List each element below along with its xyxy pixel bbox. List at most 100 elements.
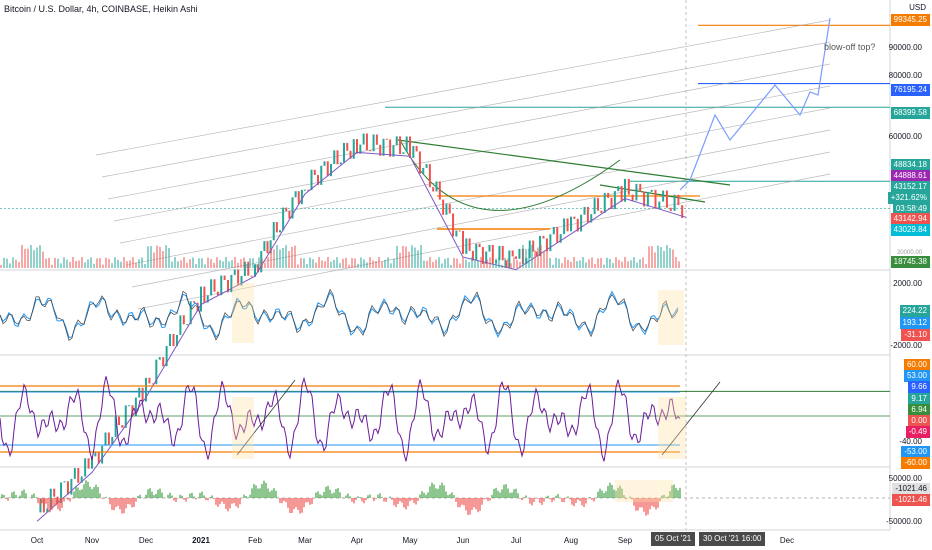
volume-bar bbox=[99, 257, 101, 268]
volume-bar bbox=[81, 257, 83, 268]
price-candle bbox=[343, 142, 345, 163]
volume-bar bbox=[582, 257, 584, 268]
volume-bar bbox=[18, 262, 20, 268]
price-candle bbox=[275, 222, 278, 233]
price-candle bbox=[422, 167, 425, 174]
osc2-badge: -0.49 bbox=[905, 426, 930, 438]
volume-bar bbox=[669, 248, 671, 268]
price-candle bbox=[243, 261, 246, 276]
volume-bar bbox=[519, 261, 521, 268]
volume-bar bbox=[516, 259, 518, 268]
volume-bar bbox=[144, 263, 146, 268]
price-candle bbox=[392, 145, 395, 157]
price-candle bbox=[87, 458, 90, 469]
volume-bar bbox=[48, 257, 50, 268]
volume-bar bbox=[195, 264, 197, 268]
price-candle bbox=[291, 197, 294, 219]
volume-bar bbox=[387, 257, 389, 268]
price-candle bbox=[508, 250, 511, 268]
price-candle bbox=[375, 134, 378, 145]
volume-bar bbox=[567, 259, 569, 268]
price-candle bbox=[673, 194, 676, 211]
price-candle bbox=[141, 387, 144, 402]
price-candle bbox=[94, 452, 97, 457]
volume-bar bbox=[297, 264, 299, 268]
highlight-box bbox=[658, 290, 684, 345]
channel-line bbox=[125, 129, 831, 266]
price-candle bbox=[138, 387, 141, 398]
price-candle bbox=[80, 476, 83, 483]
volume-bar bbox=[33, 250, 35, 268]
volume-bar bbox=[648, 246, 650, 268]
volume-bar bbox=[465, 259, 467, 268]
volume-bar bbox=[120, 261, 122, 268]
volume-bar bbox=[249, 258, 251, 268]
price-candle bbox=[326, 161, 329, 177]
price-candle bbox=[39, 498, 42, 513]
volume-bar bbox=[12, 257, 14, 268]
highlight-box bbox=[232, 283, 254, 343]
price-axis-label: 60000.00 bbox=[888, 132, 922, 141]
price-candle bbox=[491, 244, 494, 264]
volume-bar bbox=[93, 263, 95, 268]
price-candle bbox=[272, 222, 275, 241]
channel-line bbox=[101, 41, 831, 178]
price-candle bbox=[320, 165, 323, 185]
price-candle bbox=[155, 359, 158, 385]
volume-bar bbox=[432, 262, 434, 268]
volume-bar bbox=[111, 263, 113, 268]
volume-bar bbox=[324, 261, 326, 268]
price-candle bbox=[646, 191, 649, 207]
volume-bar bbox=[495, 258, 497, 268]
volume-bar bbox=[267, 257, 269, 268]
channel-line bbox=[119, 107, 831, 244]
price-badge: 43142.94 bbox=[890, 213, 930, 225]
price-candle bbox=[233, 269, 236, 275]
volume-bar bbox=[222, 261, 224, 268]
price-candle bbox=[600, 210, 603, 213]
volume-bar bbox=[36, 247, 38, 268]
volume-bar bbox=[507, 258, 509, 268]
volume-bar bbox=[483, 262, 485, 268]
price-candle bbox=[121, 425, 124, 428]
channel-line bbox=[137, 173, 831, 310]
price-candle bbox=[593, 198, 596, 215]
volume-bar bbox=[462, 257, 464, 268]
osc2-badge: 9.17 bbox=[908, 393, 930, 405]
price-candle bbox=[317, 175, 319, 185]
volume-bar bbox=[606, 257, 608, 268]
price-candle bbox=[681, 205, 684, 219]
volume-bar bbox=[393, 258, 395, 268]
volume-bar bbox=[204, 264, 206, 268]
price-candle bbox=[182, 315, 185, 325]
volume-bar bbox=[180, 260, 182, 268]
volume-bar bbox=[603, 264, 605, 268]
price-badge: 99345.25 bbox=[890, 14, 930, 26]
price-candle bbox=[573, 216, 576, 219]
price-candle bbox=[455, 230, 458, 237]
volume-bar bbox=[378, 257, 380, 268]
price-candle bbox=[415, 145, 418, 152]
volume-bar bbox=[210, 259, 212, 268]
volume-bar bbox=[330, 261, 332, 268]
volume-bar bbox=[285, 245, 287, 268]
volume-bar bbox=[264, 262, 266, 268]
volume-bar bbox=[174, 257, 176, 268]
volume-bar bbox=[84, 262, 86, 268]
volume-bar bbox=[654, 252, 656, 268]
volume-bar bbox=[198, 258, 200, 268]
volume-bar bbox=[135, 262, 137, 268]
time-tick: May bbox=[402, 536, 418, 545]
volume-bar bbox=[213, 262, 215, 268]
volume-bar bbox=[189, 259, 191, 268]
volume-bar bbox=[0, 265, 2, 268]
price-candle bbox=[111, 437, 114, 446]
volume-bar bbox=[126, 261, 128, 268]
volume-bar bbox=[279, 249, 281, 268]
volume-bar bbox=[492, 263, 494, 268]
volume-bar bbox=[522, 245, 524, 268]
price-candle bbox=[597, 198, 599, 211]
blowoff-annotation: blow-off top? bbox=[824, 42, 876, 52]
